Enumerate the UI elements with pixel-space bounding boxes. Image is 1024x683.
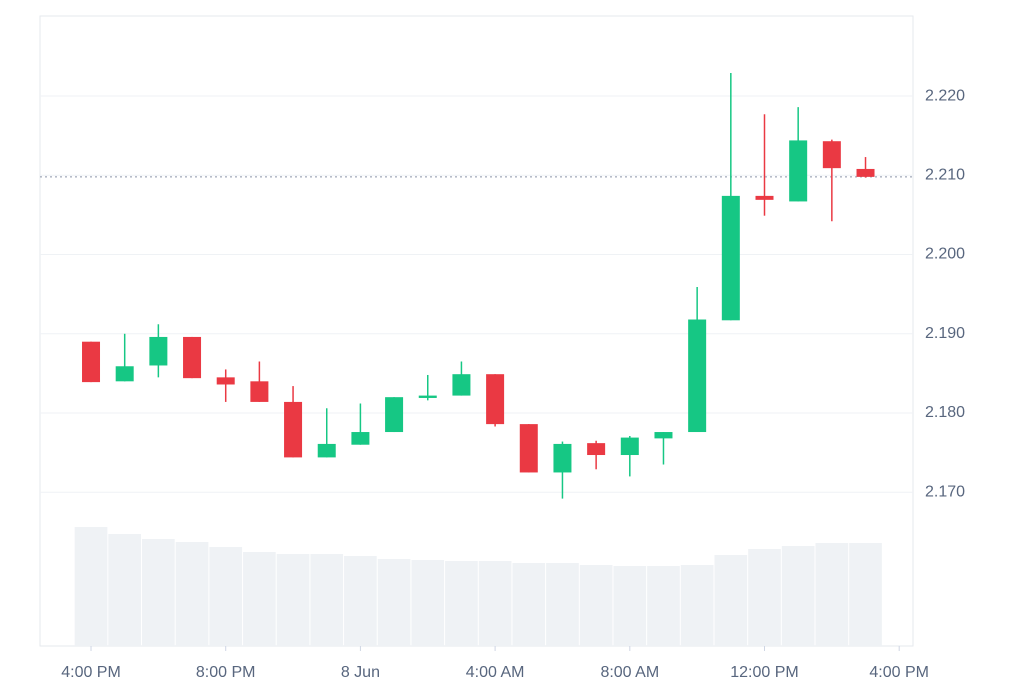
volume-bar	[748, 549, 781, 646]
candle-body	[351, 432, 370, 445]
volume-bar	[344, 556, 377, 646]
candle-body	[149, 336, 168, 366]
volume-bar	[579, 565, 613, 646]
x-tick-label: 8 Jun	[341, 664, 380, 681]
volume-bar	[377, 559, 411, 646]
y-tick-label: 2.220	[925, 87, 965, 104]
candle-body	[688, 319, 707, 433]
x-tick-label: 4:00 PM	[869, 664, 929, 681]
candle-body	[452, 374, 471, 396]
volume-bar	[175, 542, 209, 646]
volume-bar	[142, 539, 175, 646]
x-tick-label: 4:00 AM	[466, 664, 525, 681]
volume-bar	[647, 566, 680, 646]
volume-bar	[310, 554, 344, 646]
y-tick-label: 2.180	[925, 404, 965, 421]
candle-body	[284, 401, 303, 458]
volume-bar	[815, 543, 849, 646]
candle-body	[115, 366, 134, 382]
candle-body	[654, 432, 673, 439]
volume-bar	[512, 563, 546, 646]
volume-bar	[613, 566, 647, 646]
candle-body	[856, 168, 875, 177]
candle-body	[519, 424, 538, 473]
volume-bar	[714, 555, 748, 646]
volume-bar	[445, 561, 478, 646]
x-tick-label: 8:00 PM	[196, 664, 256, 681]
candle-body	[587, 443, 606, 456]
volume-bar	[74, 527, 108, 646]
candle-body	[755, 195, 774, 200]
volume-bar	[209, 547, 243, 646]
y-tick-label: 2.200	[925, 246, 965, 263]
volume-bar	[546, 563, 579, 646]
volume-bar	[849, 543, 882, 646]
candle-body	[216, 377, 235, 385]
volume-bar	[108, 534, 142, 646]
candle-body	[385, 397, 404, 433]
volume-bar	[411, 560, 445, 646]
candle-body	[82, 341, 101, 383]
y-tick-label: 2.210	[925, 167, 965, 184]
volume-bar	[478, 561, 512, 646]
candle-body	[620, 437, 639, 456]
y-tick-label: 2.190	[925, 325, 965, 342]
volume-bar	[781, 546, 815, 646]
candle-body	[553, 443, 572, 473]
volume-bar	[243, 552, 276, 646]
candle-body	[486, 374, 505, 425]
candle-body	[418, 395, 437, 398]
volume-bar	[680, 565, 714, 646]
candle-body	[250, 381, 269, 402]
x-tick-label: 12:00 PM	[730, 664, 798, 681]
x-tick-label: 8:00 AM	[600, 664, 659, 681]
candle-body	[822, 141, 841, 169]
candle-body	[317, 443, 336, 458]
candle-body	[183, 336, 202, 379]
candle-body	[789, 140, 808, 202]
x-tick-label: 4:00 PM	[61, 664, 121, 681]
volume-bar	[276, 554, 310, 646]
candle-body	[721, 195, 740, 321]
y-tick-label: 2.170	[925, 483, 965, 500]
